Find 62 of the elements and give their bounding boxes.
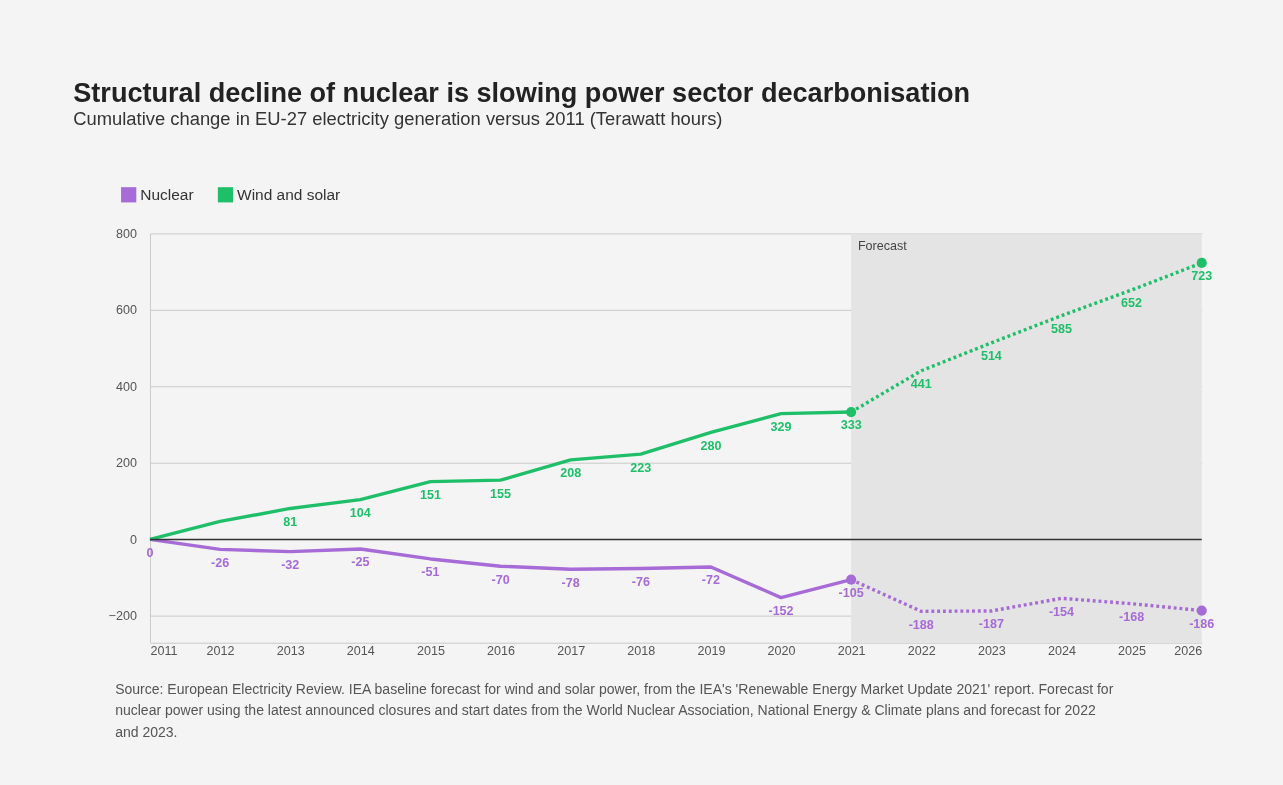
y-tick-label: −200 xyxy=(108,609,137,624)
x-tick-label: 2013 xyxy=(276,643,305,658)
data-label: -186 xyxy=(1189,617,1215,631)
data-label: 329 xyxy=(770,420,792,435)
x-tick-label: 2021 xyxy=(837,643,866,658)
data-label: 333 xyxy=(840,418,862,433)
data-label: -51 xyxy=(421,565,440,580)
x-tick-label: 2018 xyxy=(627,643,656,658)
data-label: -188 xyxy=(908,617,934,632)
data-label: -187 xyxy=(978,617,1004,632)
data-label: 280 xyxy=(700,438,722,453)
data-label: 155 xyxy=(490,486,512,501)
x-tick-label: 2022 xyxy=(907,643,936,658)
legend-label: Nuclear xyxy=(140,185,194,203)
data-label: -32 xyxy=(281,558,300,573)
y-tick-label: 800 xyxy=(115,226,137,241)
point xyxy=(1196,257,1207,268)
data-label: -70 xyxy=(491,572,510,587)
data-label: -25 xyxy=(351,555,370,570)
data-label: 585 xyxy=(1051,322,1072,337)
legend-label: Wind and solar xyxy=(237,185,341,203)
data-label: 104 xyxy=(349,506,371,521)
data-label: 723 xyxy=(1191,269,1213,284)
data-label: 441 xyxy=(910,377,932,392)
point xyxy=(846,407,857,418)
chart-subtitle: Cumulative change in EU-27 electricity generation versus 2011 (Terawatt hours) xyxy=(73,108,723,130)
x-tick-label: 2026 xyxy=(1174,643,1203,658)
y-tick-label: 200 xyxy=(115,456,137,471)
x-tick-label: 2017 xyxy=(557,643,586,658)
x-tick-label: 2012 xyxy=(206,643,235,658)
data-label: -168 xyxy=(1119,610,1145,625)
x-tick-label: 2015 xyxy=(416,643,445,658)
data-label: -78 xyxy=(561,575,580,590)
y-tick-label: 600 xyxy=(115,303,137,318)
data-label: 514 xyxy=(980,349,1002,364)
x-tick-label: 2011 xyxy=(150,643,178,658)
chart-title: Structural decline of nuclear is slowing power sector decarbonisation xyxy=(73,76,971,108)
y-tick-label: 0 xyxy=(129,532,137,547)
data-label: 223 xyxy=(630,460,652,475)
x-tick-label: 2019 xyxy=(697,643,726,658)
data-label: -26 xyxy=(211,555,230,570)
data-label: 208 xyxy=(560,466,582,481)
x-tick-label: 2020 xyxy=(767,643,796,658)
data-label: -105 xyxy=(838,586,864,601)
source-note: Source: European Electricity Review. IEA baseline forecast for wind and solar power, from the IEA's 'Renewable Energy Market Update 2021' report. Forecast for nuclear power using the latest announced closures and start dates from the World Nuclear Association, National Energy & Climate plans and forecast for 2022 and 2023. xyxy=(115,681,1114,740)
x-tick-label: 2025 xyxy=(1118,643,1147,658)
data-label: 652 xyxy=(1121,296,1143,311)
x-tick-label: 2024 xyxy=(1048,643,1076,658)
band-label: Forecast xyxy=(857,238,908,253)
y-tick-label: 400 xyxy=(115,379,137,394)
x-tick-label: 2014 xyxy=(346,643,375,658)
point xyxy=(1196,605,1207,616)
data-label: -154 xyxy=(1048,604,1075,619)
data-label: 0 xyxy=(146,545,154,560)
data-label: -152 xyxy=(768,603,794,618)
data-label: -72 xyxy=(701,573,720,588)
data-label: -76 xyxy=(631,574,650,589)
x-tick-label: 2023 xyxy=(977,643,1006,658)
x-tick-label: 2016 xyxy=(487,643,516,658)
data-label: 81 xyxy=(283,514,298,529)
data-label: 151 xyxy=(419,488,441,503)
point xyxy=(846,574,857,585)
